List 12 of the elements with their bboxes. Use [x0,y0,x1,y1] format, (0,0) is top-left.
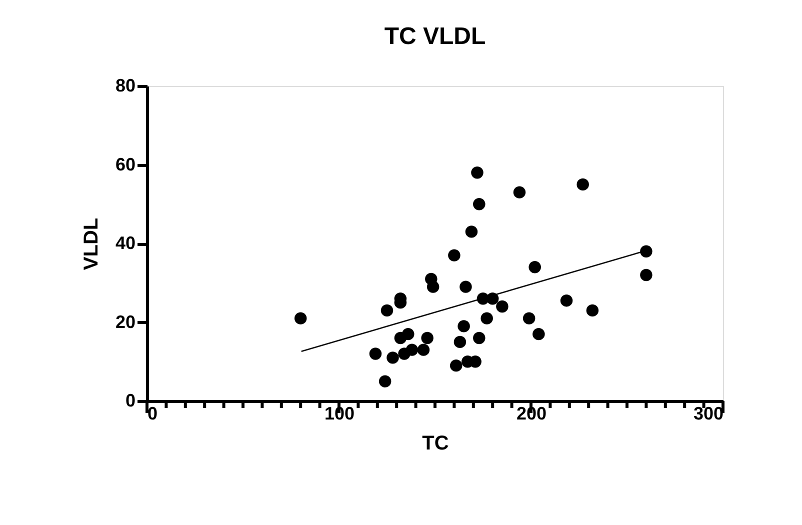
y-axis-title: VLDL [80,218,102,270]
x-axis-title: TC [422,432,449,454]
y-tick-label: 20 [115,312,136,332]
y-tick-label: 0 [125,390,136,410]
y-tick-label: 40 [115,233,136,253]
x-tick-label: 100 [324,404,355,424]
x-tick-label: 200 [516,404,547,424]
chart-title: TC VLDL [384,23,486,50]
x-tick-label: 0 [148,404,158,424]
y-tick-label: 80 [115,76,136,96]
y-tick-label: 60 [115,154,136,174]
x-tick-label: 300 [693,404,724,424]
